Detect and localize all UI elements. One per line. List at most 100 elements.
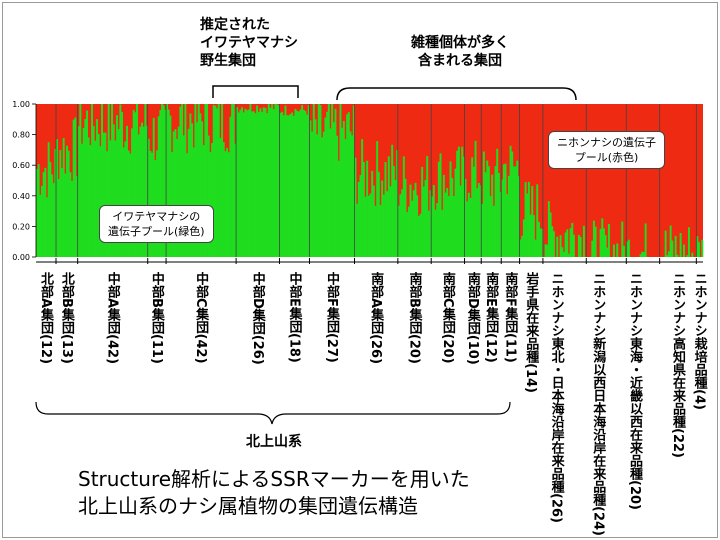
individual-bar	[591, 240, 594, 257]
individual-bar	[622, 245, 625, 257]
individual-bar	[391, 144, 394, 257]
individual-bar	[87, 137, 90, 257]
individual-bar	[446, 188, 449, 257]
individual-bar	[511, 151, 514, 257]
individual-bar	[524, 182, 527, 257]
individual-bar	[422, 186, 425, 257]
individual-bar	[197, 104, 200, 257]
individual-bar	[167, 109, 170, 257]
individual-bar	[381, 180, 384, 257]
individual-bar	[666, 255, 669, 257]
group-label: 中部D集団(26)	[249, 272, 265, 365]
individual-bar	[322, 131, 325, 257]
individual-bar	[147, 138, 150, 257]
individual-bar	[152, 117, 155, 258]
individual-bar	[349, 131, 352, 257]
individual-bar	[71, 180, 73, 257]
individual-bar	[127, 150, 130, 257]
individual-bar	[326, 111, 329, 257]
individual-bar	[526, 193, 529, 257]
individual-bar	[297, 111, 300, 258]
individual-bar	[192, 147, 195, 257]
individual-bar	[602, 228, 605, 257]
individual-bar	[449, 161, 452, 257]
individual-bar	[264, 108, 267, 257]
individual-bar	[66, 145, 68, 257]
individual-bar	[194, 104, 197, 257]
individual-bar	[216, 108, 219, 257]
individual-bar	[274, 104, 277, 257]
individual-bar	[671, 240, 674, 257]
individual-bar	[172, 131, 175, 257]
individual-bar	[529, 214, 532, 257]
individual-bar	[644, 223, 647, 257]
individual-bar	[477, 182, 480, 257]
individual-bar	[46, 197, 48, 257]
individual-bar	[77, 126, 80, 257]
individual-bar	[461, 146, 464, 257]
individual-bar	[457, 146, 460, 257]
individual-bar	[489, 195, 492, 257]
individual-bar	[51, 174, 53, 257]
individual-bar	[301, 105, 304, 258]
individual-bar	[467, 192, 470, 257]
individual-bar	[237, 112, 240, 257]
individual-bar	[607, 223, 610, 257]
individual-bar	[42, 172, 45, 257]
individual-bar	[242, 112, 245, 258]
individual-bar	[547, 201, 550, 257]
individual-bar	[162, 105, 165, 258]
individual-bar	[351, 135, 354, 257]
individual-bar	[61, 168, 63, 257]
individual-bar	[119, 104, 122, 257]
individual-bar	[504, 163, 507, 257]
individual-bar	[386, 191, 389, 257]
individual-bar	[189, 113, 192, 257]
individual-bar	[384, 162, 387, 257]
individual-bar	[421, 166, 424, 257]
individual-bar	[411, 200, 414, 257]
individual-bar	[292, 115, 295, 257]
individual-bar	[327, 104, 330, 257]
individual-bar	[82, 127, 85, 257]
individual-bar	[532, 215, 535, 257]
individual-bar	[346, 114, 349, 257]
individual-bar	[606, 247, 609, 257]
individual-bar	[679, 233, 682, 257]
individual-bar	[392, 166, 395, 257]
individual-bar	[531, 186, 534, 257]
individual-bar	[136, 104, 139, 257]
individual-bar	[481, 203, 484, 257]
individual-bar	[676, 254, 679, 257]
individual-bar	[199, 113, 202, 257]
individual-bar	[74, 117, 77, 257]
individual-bar	[682, 244, 685, 257]
individual-bar	[484, 172, 487, 257]
individual-bar	[239, 109, 242, 257]
individual-bar	[441, 209, 444, 257]
individual-bar	[519, 239, 522, 257]
individual-bar	[621, 221, 624, 257]
group-label: 南部C集団(20)	[439, 272, 455, 364]
individual-bar	[592, 220, 595, 257]
individual-bar	[604, 235, 607, 257]
individual-bar	[416, 195, 419, 257]
individual-bar	[302, 109, 305, 257]
individual-bar	[91, 104, 93, 257]
individual-bar	[81, 143, 83, 257]
individual-bar	[254, 113, 257, 257]
wild-pool-box: イワテヤマナシの 遺伝子プール(緑色)	[99, 205, 214, 243]
group-label: 北部B集団(13)	[58, 272, 74, 364]
individual-bar	[214, 105, 217, 257]
individual-bar	[257, 112, 260, 258]
individual-bar	[184, 104, 187, 257]
individual-bar	[196, 122, 199, 257]
individual-bar	[151, 152, 154, 257]
individual-bar	[121, 111, 124, 257]
y-tick-label: 0.20	[12, 222, 30, 231]
japanese-pool-box: ニホンナシの遺伝子 プール(赤色)	[548, 131, 665, 169]
individual-bar	[44, 167, 47, 257]
individual-bar	[642, 252, 645, 257]
individual-bar	[537, 221, 540, 257]
individual-bar	[234, 143, 237, 257]
